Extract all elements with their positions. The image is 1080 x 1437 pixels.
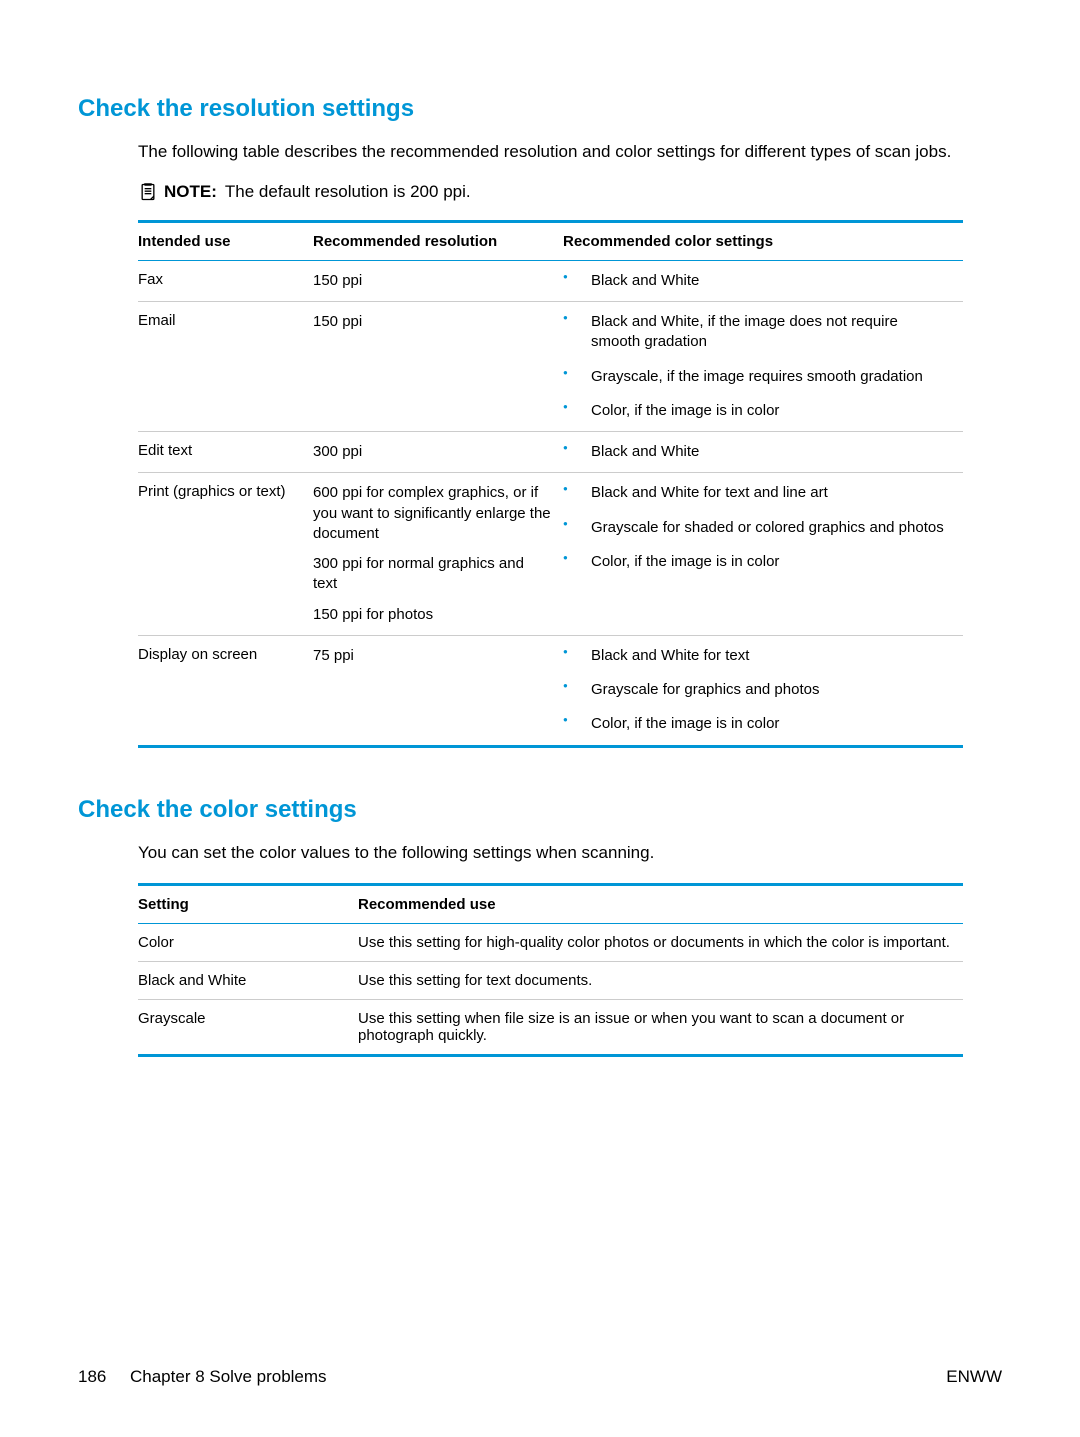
chapter-label: Chapter 8 Solve problems [130, 1367, 327, 1386]
heading-resolution: Check the resolution settings [78, 95, 1002, 123]
table-row: GrayscaleUse this setting when file size… [138, 999, 963, 1055]
list-item: Grayscale for shaded or colored graphics… [563, 518, 951, 538]
list-item: Color, if the image is in color [563, 552, 951, 572]
note-text: The default resolution is 200 ppi. [225, 182, 471, 202]
table-row: Fax150 ppiBlack and White [138, 260, 963, 301]
list-item: Grayscale for graphics and photos [563, 680, 951, 700]
table-header: Recommended use [358, 884, 963, 923]
table-row: Print (graphics or text)600 ppi for comp… [138, 473, 963, 636]
intro-color: You can set the color values to the foll… [138, 842, 1002, 865]
cell-color-settings: Black and White [563, 432, 963, 473]
list-item: Grayscale, if the image requires smooth … [563, 367, 951, 387]
list-item: Black and White [563, 442, 951, 462]
list-item: Black and White, if the image does not r… [563, 312, 951, 353]
table-header: Recommended color settings [563, 221, 963, 260]
cell-setting: Grayscale [138, 999, 358, 1055]
table-row: Email150 ppiBlack and White, if the imag… [138, 302, 963, 432]
footer-right: ENWW [946, 1367, 1002, 1387]
cell-recommended-use: Use this setting for text documents. [358, 961, 963, 999]
table-header: Recommended resolution [313, 221, 563, 260]
intro-resolution: The following table describes the recomm… [138, 141, 1002, 164]
table-row: Edit text300 ppiBlack and White [138, 432, 963, 473]
cell-color-settings: Black and White for text Grayscale for gr… [563, 635, 963, 746]
list-item: Color, if the image is in color [563, 714, 951, 734]
cell-color-settings: Black and White, if the image does not r… [563, 302, 963, 432]
cell-recommended-use: Use this setting when file size is an is… [358, 999, 963, 1055]
cell-color-settings: Black and White [563, 260, 963, 301]
table-header: Intended use [138, 221, 313, 260]
cell-recommended-use: Use this setting for high-quality color … [358, 923, 963, 961]
cell-intended-use: Edit text [138, 432, 313, 473]
resolution-table: Intended useRecommended resolutionRecomm… [138, 220, 963, 748]
note-row: NOTE: The default resolution is 200 ppi. [138, 182, 1002, 202]
note-label: NOTE: [164, 182, 217, 202]
table-row: ColorUse this setting for high-quality c… [138, 923, 963, 961]
page-number: 186 [78, 1367, 106, 1386]
cell-intended-use: Display on screen [138, 635, 313, 746]
table-header: Setting [138, 884, 358, 923]
list-item: Black and White for text and line art [563, 483, 951, 503]
cell-intended-use: Fax [138, 260, 313, 301]
cell-resolution: 300 ppi [313, 432, 563, 473]
table-row: Display on screen75 ppiBlack and White f… [138, 635, 963, 746]
cell-resolution: 75 ppi [313, 635, 563, 746]
cell-resolution: 600 ppi for complex graphics, or if you … [313, 473, 563, 636]
page-footer: 186 Chapter 8 Solve problems ENWW [78, 1367, 1002, 1387]
list-item: Black and White for text [563, 646, 951, 666]
note-icon [138, 182, 158, 202]
cell-setting: Color [138, 923, 358, 961]
cell-resolution: 150 ppi [313, 302, 563, 432]
list-item: Color, if the image is in color [563, 401, 951, 421]
cell-setting: Black and White [138, 961, 358, 999]
heading-color: Check the color settings [78, 796, 1002, 824]
list-item: Black and White [563, 271, 951, 291]
table-row: Black and WhiteUse this setting for text… [138, 961, 963, 999]
cell-color-settings: Black and White for text and line art Gra… [563, 473, 963, 636]
cell-intended-use: Email [138, 302, 313, 432]
cell-resolution: 150 ppi [313, 260, 563, 301]
color-table: SettingRecommended useColorUse this sett… [138, 883, 963, 1057]
cell-intended-use: Print (graphics or text) [138, 473, 313, 636]
